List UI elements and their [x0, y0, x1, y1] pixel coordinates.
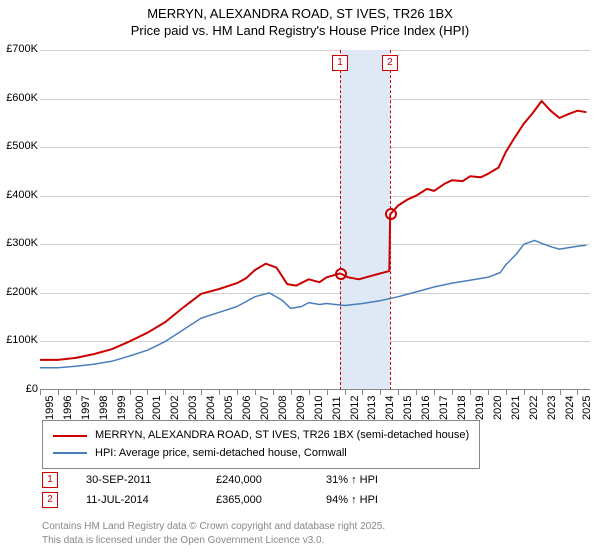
x-tick [380, 390, 381, 395]
x-axis-label: 2002 [169, 396, 181, 420]
y-axis-label: £500K [0, 140, 38, 152]
x-axis-label: 2008 [277, 396, 289, 420]
y-axis-label: £100K [0, 334, 38, 346]
x-tick [506, 390, 507, 395]
x-axis-label: 2001 [151, 396, 163, 420]
x-axis-label: 2012 [349, 396, 361, 420]
legend-swatch [53, 435, 87, 437]
sale-point-date: 11-JUL-2014 [86, 494, 216, 506]
x-axis-label: 1999 [116, 396, 128, 420]
legend-item: MERRYN, ALEXANDRA ROAD, ST IVES, TR26 1B… [53, 427, 469, 445]
x-tick [147, 390, 148, 395]
x-axis-label: 2003 [187, 396, 199, 420]
x-tick [470, 390, 471, 395]
x-axis-label: 2006 [241, 396, 253, 420]
sale-point-row: 2 11-JUL-2014£365,00094% ↑ HPI [42, 490, 446, 510]
sale-point-hpi: 94% ↑ HPI [326, 494, 446, 506]
x-axis-label: 2007 [259, 396, 271, 420]
x-tick [165, 390, 166, 395]
x-axis-label: 2019 [474, 396, 486, 420]
x-tick [255, 390, 256, 395]
x-axis-label: 2015 [402, 396, 414, 420]
x-axis-label: 1995 [44, 396, 56, 420]
legend-item: HPI: Average price, semi-detached house,… [53, 445, 469, 463]
x-tick [291, 390, 292, 395]
title-line2: Price paid vs. HM Land Registry's House … [0, 23, 600, 40]
x-tick [183, 390, 184, 395]
x-tick [273, 390, 274, 395]
sale-point-hpi: 31% ↑ HPI [326, 474, 446, 486]
x-tick [524, 390, 525, 395]
x-tick [362, 390, 363, 395]
x-axis-label: 2017 [438, 396, 450, 420]
x-tick [345, 390, 346, 395]
footer-line1: Contains HM Land Registry data © Crown c… [42, 520, 385, 534]
x-axis-label: 1997 [80, 396, 92, 420]
sale-point-id-box: 1 [42, 472, 58, 488]
y-axis-label: £600K [0, 92, 38, 104]
x-axis-label: 2000 [134, 396, 146, 420]
x-tick [560, 390, 561, 395]
legend-label: HPI: Average price, semi-detached house,… [95, 445, 347, 463]
y-axis-label: £700K [0, 43, 38, 55]
x-tick [577, 390, 578, 395]
x-axis-label: 2023 [546, 396, 558, 420]
x-tick [327, 390, 328, 395]
x-axis-label: 1996 [62, 396, 74, 420]
x-axis-label: 2014 [384, 396, 396, 420]
y-axis-label: £200K [0, 286, 38, 298]
x-axis-label: 2021 [510, 396, 522, 420]
x-axis-label: 2010 [313, 396, 325, 420]
x-tick [219, 390, 220, 395]
x-tick [40, 390, 41, 395]
sale-point-id-box: 2 [42, 492, 58, 508]
x-axis-label: 2024 [564, 396, 576, 420]
series-hpi [40, 240, 586, 367]
x-axis-label: 2009 [295, 396, 307, 420]
chart-area: £0£100K£200K£300K£400K£500K£600K£700K 12… [40, 50, 590, 390]
legend-swatch [53, 452, 87, 454]
x-axis-label: 2025 [581, 396, 593, 420]
title-line1: MERRYN, ALEXANDRA ROAD, ST IVES, TR26 1B… [0, 6, 600, 23]
x-tick [416, 390, 417, 395]
legend-label: MERRYN, ALEXANDRA ROAD, ST IVES, TR26 1B… [95, 427, 469, 445]
x-tick [452, 390, 453, 395]
x-axis-label: 1998 [98, 396, 110, 420]
x-tick [201, 390, 202, 395]
x-tick [112, 390, 113, 395]
y-axis-label: £400K [0, 189, 38, 201]
x-tick [94, 390, 95, 395]
sale-point-date: 30-SEP-2011 [86, 474, 216, 486]
x-tick [76, 390, 77, 395]
footer-line2: This data is licensed under the Open Gov… [42, 534, 385, 548]
x-axis-label: 2018 [456, 396, 468, 420]
sale-point-price: £240,000 [216, 474, 326, 486]
footer-attribution: Contains HM Land Registry data © Crown c… [42, 520, 385, 547]
legend: MERRYN, ALEXANDRA ROAD, ST IVES, TR26 1B… [42, 420, 480, 469]
x-tick [398, 390, 399, 395]
x-tick [488, 390, 489, 395]
x-tick [58, 390, 59, 395]
x-axis-label: 2022 [528, 396, 540, 420]
x-tick [130, 390, 131, 395]
sale-point-row: 1 30-SEP-2011£240,00031% ↑ HPI [42, 470, 446, 490]
series-price_paid [40, 101, 586, 360]
y-axis-label: £300K [0, 237, 38, 249]
x-axis-label: 2020 [492, 396, 504, 420]
x-axis-label: 2013 [366, 396, 378, 420]
x-tick [434, 390, 435, 395]
x-tick [542, 390, 543, 395]
sale-point-price: £365,000 [216, 494, 326, 506]
x-tick [237, 390, 238, 395]
x-axis-label: 2011 [331, 396, 343, 420]
sale-points-table: 1 30-SEP-2011£240,00031% ↑ HPI 2 11-JUL-201… [42, 470, 446, 510]
x-axis-label: 2016 [420, 396, 432, 420]
x-axis-label: 2004 [205, 396, 217, 420]
x-tick [309, 390, 310, 395]
y-axis-label: £0 [0, 383, 38, 395]
chart-title: MERRYN, ALEXANDRA ROAD, ST IVES, TR26 1B… [0, 0, 600, 40]
x-axis [40, 389, 590, 390]
x-axis-label: 2005 [223, 396, 235, 420]
